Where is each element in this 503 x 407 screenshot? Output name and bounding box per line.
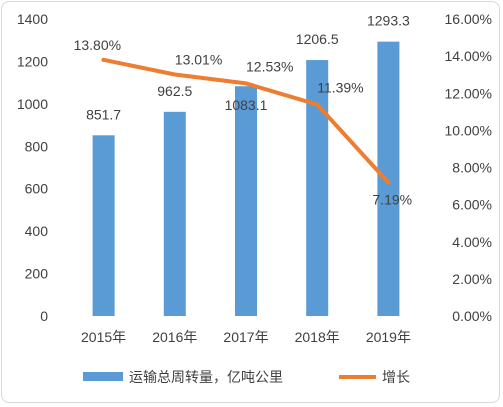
x-tick-label: 2015年	[81, 329, 126, 345]
chart-frame: 0 200 400 600 800 1000 1200 1400 0.00% 2.00% 4.00…	[1, 1, 500, 403]
bar-data-label: 1206.5	[296, 31, 339, 47]
left-tick-label: 1400	[17, 11, 48, 27]
left-tick-label: 400	[25, 223, 49, 239]
right-tick-label: 4.00%	[452, 234, 492, 250]
left-tick-label: 0	[40, 308, 48, 324]
line-data-label: 7.19%	[372, 192, 412, 208]
line-series	[101, 57, 391, 185]
x-tick-label: 2016年	[152, 329, 197, 345]
bar-data-label: 1083.1	[225, 97, 268, 113]
left-tick-label: 800	[25, 138, 49, 154]
right-tick-label: 12.00%	[445, 85, 492, 101]
right-tick-label: 0.00%	[452, 308, 492, 324]
left-tick-label: 600	[25, 181, 49, 197]
x-tick-label: 2018年	[295, 329, 340, 345]
growth-point-2019年	[386, 180, 391, 185]
bar-data-label: 851.7	[86, 106, 121, 122]
line-data-label: 12.53%	[246, 58, 293, 74]
bar-2018年	[306, 60, 329, 316]
right-axis-ticks: 0.00% 2.00% 4.00% 6.00% 8.00% 10.00% 12.00% 14.…	[445, 11, 492, 324]
growth-point-2016年	[172, 72, 177, 77]
legend: 运输总周转量，亿吨公里 增长	[83, 369, 410, 385]
right-tick-label: 16.00%	[445, 11, 492, 27]
legend-label-line: 增长	[382, 369, 410, 385]
bar-2016年	[163, 111, 186, 316]
right-tick-label: 8.00%	[452, 160, 492, 176]
right-tick-label: 2.00%	[452, 271, 492, 287]
left-tick-label: 1000	[17, 96, 48, 112]
data-labels: 851.7 962.5 1083.1 1206.5 1293.3 13.80% 13.01%…	[74, 13, 413, 208]
bar-data-label: 1293.3	[367, 13, 410, 29]
right-tick-label: 6.00%	[452, 197, 492, 213]
left-tick-label: 1200	[17, 53, 48, 69]
growth-point-2017年	[244, 81, 248, 86]
legend-label-bar: 运输总周转量，亿吨公里	[129, 369, 283, 385]
x-axis-ticks: 2015年 2016年 2017年 2018年 2019年	[81, 329, 411, 345]
line-data-label: 13.01%	[175, 52, 222, 68]
combo-chart: 0 200 400 600 800 1000 1200 1400 0.00% 2.00% 4.00…	[17, 11, 492, 385]
bar-data-label: 962.5	[157, 83, 192, 99]
bar-2019年	[377, 41, 400, 316]
legend-swatch-bar	[83, 372, 123, 381]
bar-2017年	[235, 86, 257, 316]
left-tick-label: 200	[25, 266, 49, 282]
bar-series	[92, 41, 400, 316]
growth-point-2015年	[101, 57, 106, 62]
line-data-label: 11.39%	[317, 80, 363, 96]
left-axis-ticks: 0 200 400 600 800 1000 1200 1400	[17, 11, 48, 324]
right-tick-label: 10.00%	[445, 122, 492, 138]
x-tick-label: 2017年	[223, 329, 268, 345]
line-data-label: 13.80%	[74, 37, 121, 53]
right-tick-label: 14.00%	[445, 48, 492, 64]
bar-2015年	[92, 135, 115, 316]
x-tick-label: 2019年	[366, 329, 411, 345]
growth-point-2018年	[315, 102, 320, 107]
